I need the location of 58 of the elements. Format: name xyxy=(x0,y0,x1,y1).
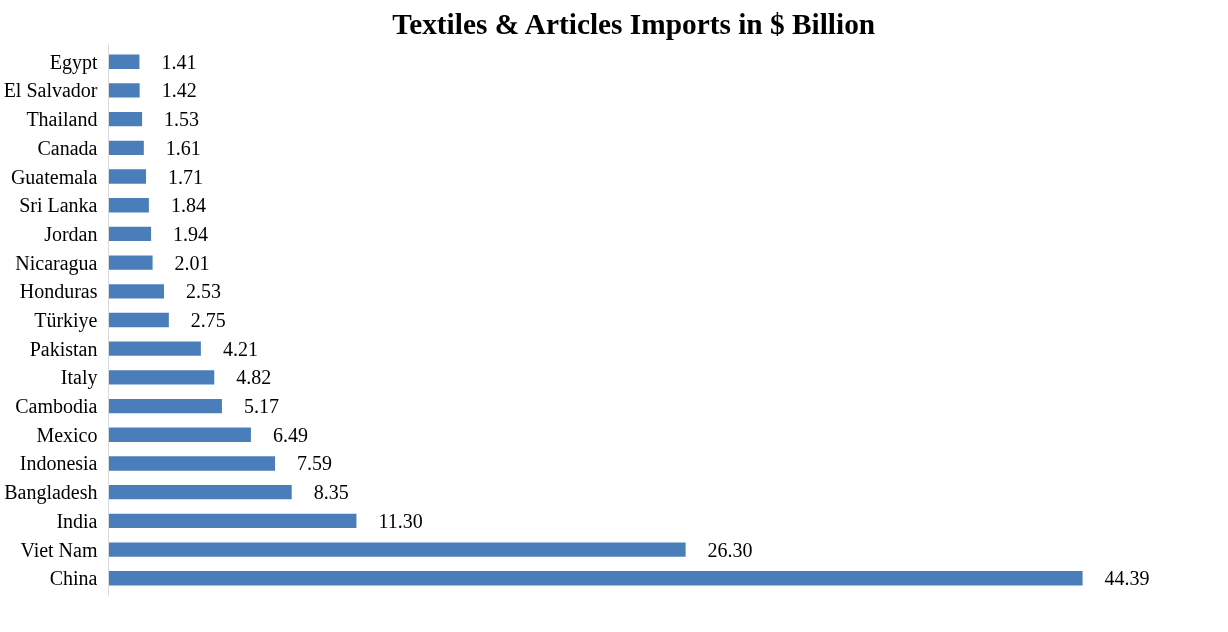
bar xyxy=(108,111,143,127)
y-tick-label: Guatemala xyxy=(10,165,98,188)
y-tick-label: Egypt xyxy=(49,50,98,74)
y-tick-label: Mexico xyxy=(36,423,98,446)
bar xyxy=(108,485,292,500)
bar xyxy=(108,54,140,69)
bar xyxy=(108,542,686,557)
data-label: 2.75 xyxy=(190,309,226,331)
chart-title: Textiles & Articles Imports in $ Billion xyxy=(392,7,876,40)
data-label: 5.17 xyxy=(243,395,279,418)
bar xyxy=(108,226,152,242)
data-label: 44.39 xyxy=(1104,567,1150,590)
data-label: 1.53 xyxy=(164,108,200,131)
data-label: 2.53 xyxy=(186,280,222,303)
data-label: 8.35 xyxy=(313,481,349,504)
data-label: 1.41 xyxy=(161,50,197,73)
bar xyxy=(108,571,1083,586)
y-tick-label: Nicaragua xyxy=(15,251,98,275)
y-tick-label: Cambodia xyxy=(15,395,98,418)
data-label: 1.61 xyxy=(165,136,201,159)
y-tick-label: Indonesia xyxy=(19,452,98,475)
y-tick-label: El Salvador xyxy=(3,79,98,102)
bar xyxy=(108,83,140,98)
data-label: 11.30 xyxy=(378,509,423,532)
data-label: 26.30 xyxy=(707,538,753,561)
bar xyxy=(108,456,276,471)
y-tick-label: Sri Lanka xyxy=(19,194,98,217)
data-label: 6.49 xyxy=(272,423,308,446)
y-tick-label: Italy xyxy=(60,366,98,390)
data-label: 2.01 xyxy=(174,251,210,274)
bar xyxy=(108,198,149,213)
data-label: 1.42 xyxy=(161,79,197,102)
bar xyxy=(108,370,215,385)
bar xyxy=(108,312,169,328)
y-tick-label: China xyxy=(49,567,98,590)
bar xyxy=(108,513,357,529)
bar xyxy=(108,427,251,442)
data-label: 7.59 xyxy=(297,452,333,475)
data-label: 1.71 xyxy=(168,165,204,188)
bar xyxy=(108,169,147,184)
y-tick-label: India xyxy=(56,509,98,532)
y-tick-label: Türkiye xyxy=(34,309,98,332)
y-tick-label: Bangladesh xyxy=(4,481,98,505)
y-tick-label: Viet Nam xyxy=(20,538,98,561)
y-tick-label: Thailand xyxy=(26,108,98,131)
data-label: 1.84 xyxy=(170,194,206,217)
bar xyxy=(108,255,153,270)
y-tick-label: Canada xyxy=(37,136,98,159)
bar xyxy=(108,398,222,414)
bar xyxy=(108,140,144,155)
data-label: 1.94 xyxy=(173,222,209,245)
bar xyxy=(108,341,201,356)
bar xyxy=(108,284,165,299)
y-tick-label: Jordan xyxy=(44,222,98,245)
data-label: 4.21 xyxy=(222,337,258,360)
y-tick-label: Honduras xyxy=(19,280,98,303)
y-tick-label: Pakistan xyxy=(29,337,98,360)
data-label: 4.82 xyxy=(236,366,272,389)
